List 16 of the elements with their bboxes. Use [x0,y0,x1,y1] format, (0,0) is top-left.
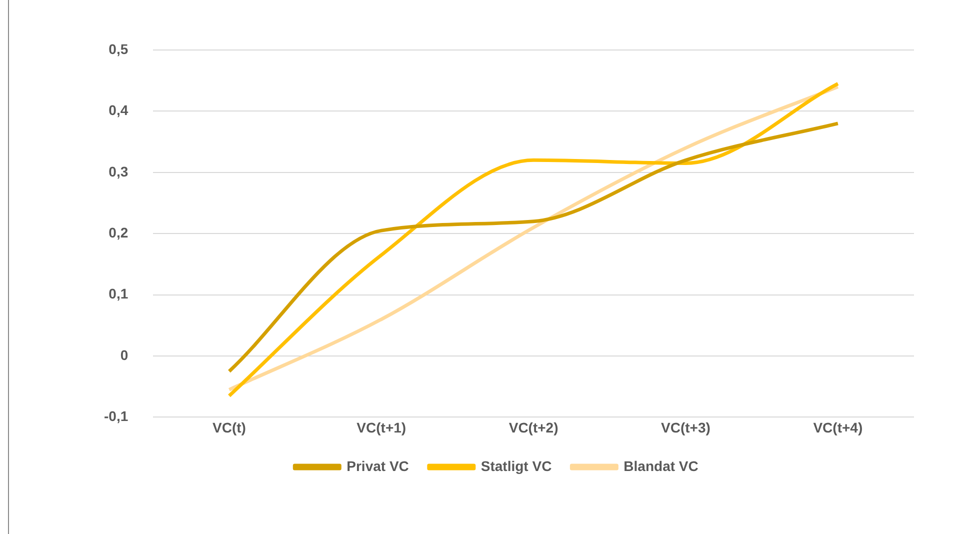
y-tick-label: 0,3 [108,163,128,180]
y-tick-label: 0,5 [108,40,128,57]
legend-label: Privat VC [346,458,409,474]
y-tick-label: 0,2 [108,224,128,240]
y-tick-label: 0,4 [108,102,128,118]
y-tick-label: -0,1 [104,408,128,424]
x-tick-label: VC(t+4) [813,419,863,436]
x-tick-label: VC(t+1) [356,419,406,436]
x-tick-label: VC(t+2) [508,419,558,436]
line-series [227,122,840,374]
y-tick-label: 0 [120,346,128,363]
y-tick-label: 0,1 [108,286,128,302]
x-tick-label: VC(t) [212,419,246,436]
legend-label: Statligt VC [480,458,552,474]
legend-label: Blandat VC [624,458,698,474]
x-tick-label: VC(t+3) [661,419,710,436]
